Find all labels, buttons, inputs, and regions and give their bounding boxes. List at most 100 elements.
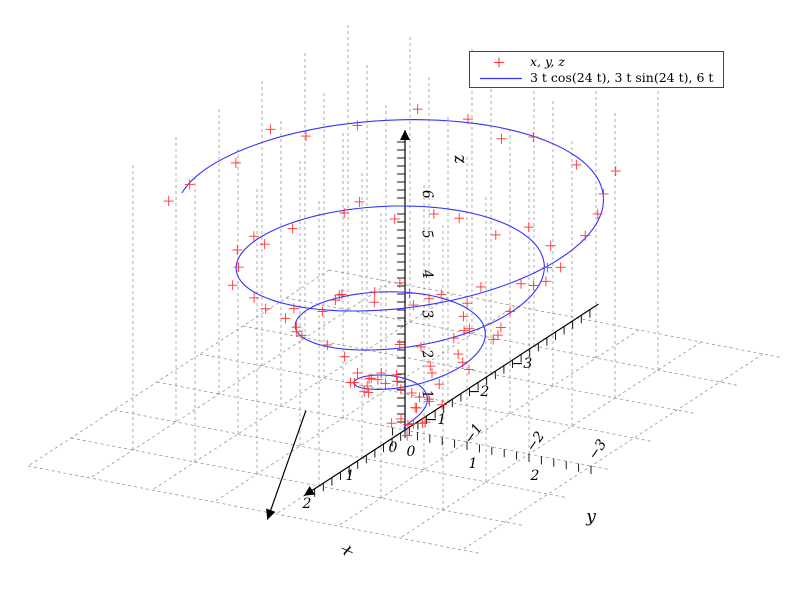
scatter-point	[402, 419, 413, 430]
z-tick-label: 5	[418, 229, 435, 241]
scatter-point	[463, 364, 474, 375]
floor-grid-line	[70, 437, 524, 526]
line-sample-icon	[480, 77, 522, 80]
scatter-point	[287, 223, 298, 234]
scatter-point	[339, 351, 350, 362]
scatter-point	[437, 399, 448, 410]
scatter-point	[540, 276, 551, 287]
y-tick-label: 0	[407, 444, 416, 460]
scatter-point	[364, 373, 375, 384]
z-axis-arrowhead	[400, 130, 410, 140]
scatter-point	[488, 334, 499, 345]
scatter-point	[359, 386, 370, 397]
legend: x, y, z 3 t cos(24 t), 3 t sin(24 t), 6 …	[469, 51, 724, 88]
scatter-point	[322, 339, 333, 350]
z-tick-label: 4	[418, 268, 435, 281]
scatter-point	[492, 330, 503, 341]
scatter-point	[459, 325, 470, 336]
scatter-point	[349, 377, 360, 388]
scatter-point	[394, 277, 405, 288]
scatter-point	[259, 239, 270, 250]
scatter-points	[163, 104, 621, 441]
scatter-point	[376, 368, 387, 379]
axes	[266, 130, 599, 520]
z-axis-title: z	[449, 152, 471, 166]
x-tick-label: −2	[469, 384, 490, 400]
scatter-point	[163, 196, 174, 207]
x-tick-label: −3	[512, 356, 533, 372]
floor-grid-line	[151, 293, 454, 491]
y-neg-tick-label: −3	[585, 437, 610, 463]
scatter-point	[610, 166, 621, 177]
scatter-point	[369, 297, 380, 308]
scatter-point	[386, 418, 397, 429]
y-neg-tick-label: −1	[461, 421, 486, 447]
y-tick-label: 1	[469, 456, 478, 472]
scatter-point	[334, 290, 345, 301]
scatter-point	[454, 213, 465, 224]
scatter-point	[592, 209, 603, 220]
x-tick-label: 2	[302, 496, 312, 512]
scatter-point	[571, 159, 582, 170]
scatter-point	[458, 311, 469, 322]
scatter-point	[414, 392, 425, 403]
scatter-point	[496, 133, 507, 144]
floor-grid-line	[461, 353, 764, 551]
scatter-point	[363, 387, 374, 398]
scatter-point	[280, 313, 291, 324]
scatter-point	[391, 369, 402, 380]
scatter-point	[230, 157, 241, 168]
x-axis	[303, 303, 599, 497]
scatter-point	[464, 323, 475, 334]
scatter-point	[528, 132, 539, 143]
scatter-point	[301, 131, 312, 142]
floor-grid-line	[213, 305, 516, 503]
legend-label-line: 3 t cos(24 t), 3 t sin(24 t), 6 t	[530, 70, 714, 85]
floor-grid-line	[27, 465, 481, 554]
scatter-point	[495, 322, 506, 333]
floor-grid-line	[113, 409, 567, 498]
scatter-point	[317, 306, 328, 317]
plus-marker-icon	[494, 57, 504, 68]
scatter-point	[425, 361, 436, 372]
scatter-point	[523, 222, 534, 233]
scatter-point	[428, 208, 439, 219]
scatter-point	[389, 214, 400, 225]
x-tick-label: 1	[346, 468, 355, 484]
scatter-point	[362, 380, 373, 391]
scatter-point	[453, 349, 464, 360]
scatter-point	[392, 376, 403, 387]
scatter-point	[265, 124, 276, 135]
z-tick-label: 2	[418, 348, 435, 361]
scatter-point	[408, 418, 419, 429]
scatter-point	[232, 244, 243, 255]
scatter-point	[372, 374, 383, 385]
scatter-point	[249, 292, 260, 303]
floor-grid-line	[156, 381, 610, 470]
scatter-point	[380, 378, 391, 389]
floor-grid-line	[328, 269, 782, 358]
scatter-point	[184, 179, 195, 190]
scatter-point	[436, 289, 447, 300]
scatter-point	[402, 430, 413, 441]
scatter-point	[457, 357, 468, 368]
scatter-point	[410, 402, 421, 413]
floor-grid-line	[337, 329, 640, 527]
scatter-point	[404, 288, 415, 299]
scatter-point	[339, 207, 350, 218]
scatter-point	[420, 417, 431, 428]
scatter-point	[408, 300, 419, 311]
scatter-point	[248, 231, 259, 242]
scatter-point	[395, 384, 406, 395]
helix-line	[181, 119, 605, 431]
scatter-point	[417, 418, 428, 429]
y-tick-label: 2	[530, 468, 540, 484]
scatter-point	[233, 262, 244, 273]
scatter-point	[396, 413, 407, 424]
scatter-point	[352, 120, 363, 131]
scatter-point	[542, 262, 553, 273]
y-axis	[266, 410, 307, 520]
legend-label-scatter: x, y, z	[530, 54, 565, 69]
scatter-point	[291, 326, 302, 337]
